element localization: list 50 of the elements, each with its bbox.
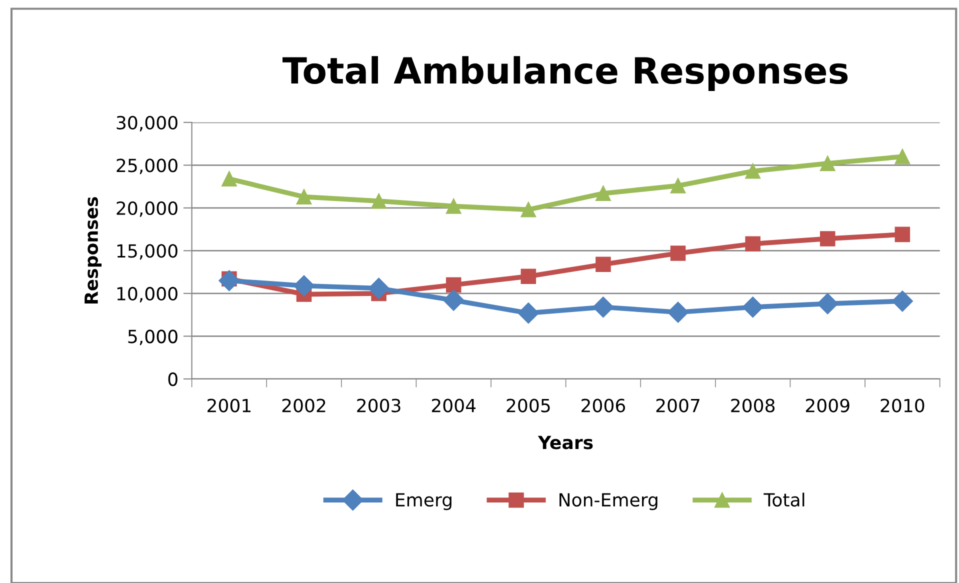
point bbox=[894, 226, 910, 242]
x-tick-label: 2004 bbox=[432, 398, 476, 412]
legend-label: Total bbox=[764, 492, 804, 507]
point bbox=[296, 189, 312, 204]
legend-label: Non-Emerg bbox=[560, 493, 658, 510]
x-tick-label: 2009 bbox=[806, 398, 850, 412]
point bbox=[293, 275, 315, 296]
y-tick-label: 5,000 bbox=[128, 330, 178, 346]
y-tick-label: 10,000 bbox=[117, 286, 178, 302]
point bbox=[742, 296, 764, 318]
x-tick-label: 2005 bbox=[506, 398, 550, 412]
point bbox=[446, 198, 462, 214]
point bbox=[446, 277, 462, 293]
y-tick-label: 30,000 bbox=[116, 116, 178, 132]
x-tick-label: 2008 bbox=[731, 398, 775, 412]
point bbox=[745, 236, 760, 252]
y-tick-label: 0 bbox=[168, 372, 178, 386]
point bbox=[592, 296, 614, 318]
point bbox=[443, 290, 464, 311]
x-tick-label: 2001 bbox=[208, 398, 251, 412]
point bbox=[520, 202, 536, 218]
point bbox=[667, 302, 689, 323]
y-tick-label: 25,000 bbox=[116, 158, 178, 174]
point bbox=[596, 256, 611, 272]
point bbox=[820, 156, 836, 172]
point bbox=[371, 193, 386, 209]
y-tick-label: 20,000 bbox=[116, 201, 178, 217]
x-tick-label: 2006 bbox=[582, 398, 626, 412]
x-tick-label: 2010 bbox=[880, 398, 924, 412]
point bbox=[670, 178, 686, 194]
x-tick-label: 2002 bbox=[282, 398, 326, 412]
point bbox=[368, 278, 390, 299]
legend-label: Emerg bbox=[396, 493, 452, 510]
point bbox=[817, 293, 838, 314]
y-axis-title: Responses bbox=[84, 197, 102, 304]
point bbox=[520, 268, 536, 284]
point bbox=[894, 148, 910, 164]
point bbox=[222, 171, 237, 187]
point bbox=[518, 302, 539, 324]
y-tick-label: 15,000 bbox=[117, 244, 178, 260]
point bbox=[892, 290, 913, 312]
point bbox=[596, 186, 611, 202]
x-tick-label: 2007 bbox=[656, 398, 700, 412]
point bbox=[670, 246, 686, 261]
chart-title: Total Ambulance Responses bbox=[282, 56, 848, 92]
point bbox=[745, 164, 760, 179]
point bbox=[218, 270, 240, 292]
x-tick-label: 2003 bbox=[357, 398, 400, 412]
point bbox=[820, 231, 836, 246]
x-axis-title: Years bbox=[538, 436, 593, 450]
